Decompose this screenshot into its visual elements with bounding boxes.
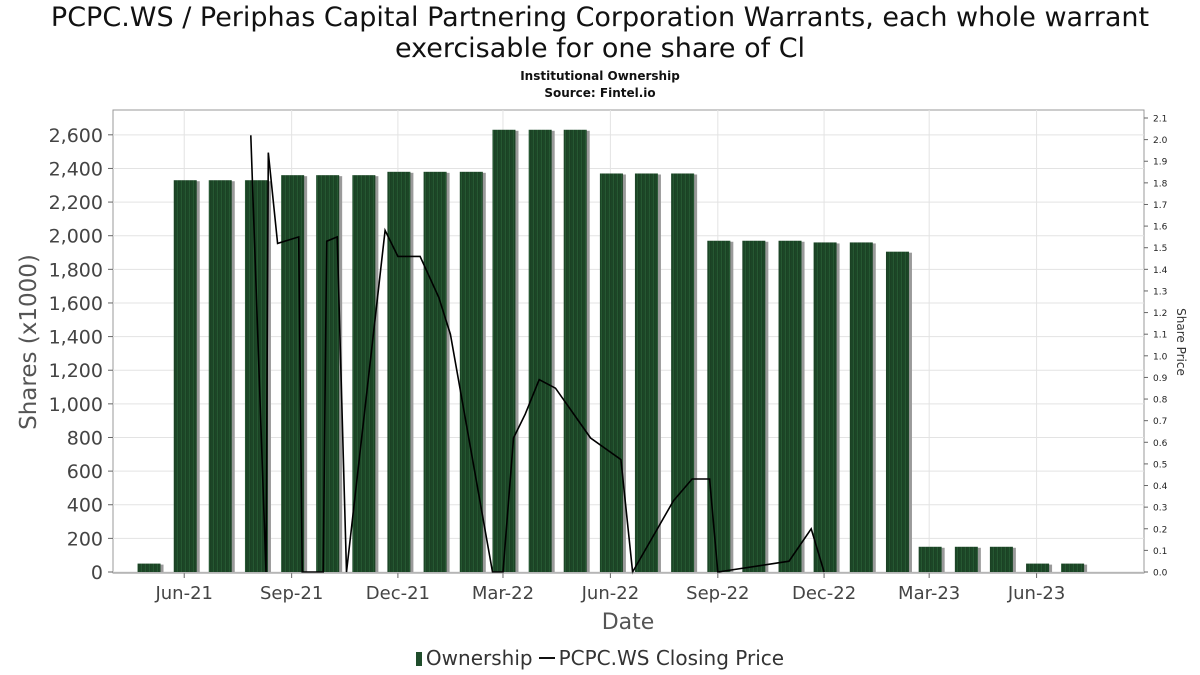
- y2-tick-label: 1.2: [1153, 309, 1167, 319]
- y-tick-label: 200: [67, 528, 103, 550]
- ownership-bars: [137, 129, 1088, 573]
- y-tick-label: 1,000: [49, 394, 103, 416]
- y2-tick-label: 1.6: [1153, 223, 1168, 233]
- ownership-bar: [1026, 563, 1050, 572]
- ownership-bar: [1061, 563, 1085, 572]
- x-tick-label: Jun-23: [1007, 583, 1066, 604]
- y2-tick-label: 2.0: [1153, 136, 1168, 146]
- x-tick-label: Jun-22: [581, 583, 640, 604]
- ownership-bar: [954, 546, 978, 572]
- y2-tick-label: 1.9: [1153, 158, 1168, 168]
- y2-tick-label: 0.0: [1153, 569, 1168, 579]
- y-tick-label: 400: [67, 495, 103, 517]
- ownership-bar: [599, 173, 623, 572]
- ownership-bar: [528, 129, 552, 572]
- y2-tick-label: 0.5: [1153, 460, 1167, 470]
- y2-axis-label: Share Price: [1174, 308, 1188, 376]
- ownership-bar: [173, 180, 197, 572]
- y-tick-label: 2,600: [49, 125, 103, 147]
- ownership-bar: [849, 242, 873, 572]
- legend: Ownership PCPC.WS Closing Price: [0, 646, 1200, 670]
- y-tick-label: 800: [67, 427, 103, 449]
- ownership-bar: [208, 180, 232, 572]
- y-tick-label: 1,200: [49, 360, 103, 382]
- ownership-bar: [885, 251, 909, 572]
- ownership-bar: [918, 546, 942, 572]
- y2-tick-label: 0.7: [1153, 417, 1167, 427]
- ownership-bar: [492, 129, 516, 572]
- ownership-bar: [137, 563, 161, 572]
- y2-tick-label: 1.8: [1153, 179, 1168, 189]
- y-tick-label: 0: [91, 562, 103, 584]
- chart-title: PCPC.WS / Periphas Capital Partnering Co…: [50, 2, 1150, 64]
- y-tick-label: 1,600: [49, 293, 103, 315]
- x-tick-label: Mar-22: [472, 583, 534, 604]
- y2-tick-label: 0.4: [1153, 482, 1168, 492]
- y-axis-label: Shares (x1000): [16, 254, 42, 430]
- legend-ownership-swatch: [415, 652, 422, 666]
- ownership-bar: [316, 175, 340, 573]
- y-tick-label: 2,400: [49, 158, 103, 180]
- y2-tick-label: 0.2: [1153, 525, 1167, 535]
- ownership-bar: [813, 242, 837, 572]
- y2-tick-label: 1.5: [1153, 244, 1167, 254]
- y2-tick-label: 0.1: [1153, 547, 1167, 557]
- y-tick-label: 600: [67, 461, 103, 483]
- ownership-bar: [989, 546, 1013, 572]
- chart-subtitle: Institutional Ownership: [520, 69, 680, 83]
- y-tick-label: 1,800: [49, 259, 103, 281]
- chart-source: Source: Fintel.io: [544, 86, 656, 100]
- legend-price-swatch: [538, 657, 555, 659]
- ownership-bar: [707, 240, 731, 572]
- y-tick-label: 1,400: [49, 327, 103, 349]
- ownership-bar: [423, 171, 447, 572]
- ownership-bar: [778, 240, 802, 572]
- y2-tick-label: 1.0: [1153, 352, 1168, 362]
- ownership-bar: [459, 171, 483, 572]
- x-tick-label: Dec-22: [792, 583, 856, 604]
- x-tick-label: Jun-21: [154, 583, 213, 604]
- ownership-bar: [563, 129, 587, 572]
- x-axis-label: Date: [602, 610, 655, 635]
- ownership-bar: [352, 175, 376, 573]
- y-tick-label: 2,200: [49, 192, 103, 214]
- ownership-bar: [634, 173, 658, 572]
- y2-tick-label: 1.7: [1153, 201, 1167, 211]
- legend-price-label: PCPC.WS Closing Price: [558, 646, 785, 670]
- y2-tick-label: 0.6: [1153, 439, 1168, 449]
- x-tick-label: Sep-22: [686, 583, 749, 604]
- y2-tick-label: 1.1: [1153, 331, 1167, 341]
- y2-tick-label: 2.1: [1153, 115, 1167, 125]
- y2-tick-label: 0.9: [1153, 374, 1168, 384]
- ownership-bar: [387, 171, 411, 572]
- legend-ownership-label: Ownership: [425, 646, 533, 670]
- x-tick-label: Dec-21: [366, 583, 430, 604]
- y2-tick-label: 1.4: [1153, 266, 1168, 276]
- axes: 0 200 400 600 800 1,000 1,200 1,400 1,600 1,800 2,…: [49, 115, 1168, 605]
- y-tick-label: 2,000: [49, 226, 103, 248]
- ownership-bar: [742, 240, 766, 572]
- y2-tick-label: 0.3: [1153, 504, 1167, 514]
- x-tick-label: Mar-23: [898, 583, 960, 604]
- y2-tick-label: 0.8: [1153, 396, 1168, 406]
- price-line-group: [250, 135, 825, 575]
- x-tick-label: Sep-21: [260, 583, 323, 604]
- y2-tick-label: 1.3: [1153, 287, 1167, 297]
- price-line: [250, 135, 825, 575]
- ownership-bar: [671, 173, 695, 572]
